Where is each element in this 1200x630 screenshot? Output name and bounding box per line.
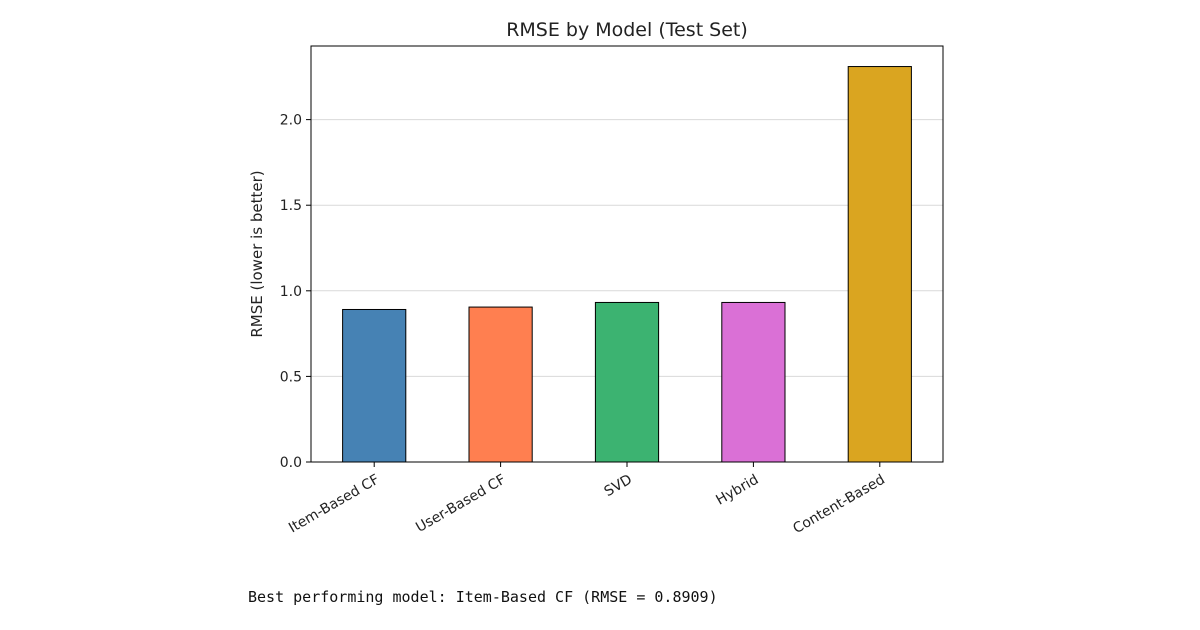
bars — [342, 66, 912, 463]
x-tick-label: Content-Based — [790, 472, 887, 537]
y-tick-label: 1.0 — [280, 284, 302, 300]
x-tick-label: Item-Based CF — [286, 472, 382, 537]
y-tick-label: 1.5 — [280, 198, 302, 214]
bar-user-based-cf — [468, 306, 533, 463]
chart-title: RMSE by Model (Test Set) — [506, 19, 748, 41]
y-tick-label: 0.5 — [280, 369, 302, 385]
y-axis-ticks: 0.0 0.5 1.0 1.5 2.0 — [280, 113, 311, 471]
x-tick-label: User-Based CF — [413, 472, 508, 536]
x-axis-ticks: Item-Based CF User-Based CF SVD Hybrid Conte… — [286, 462, 888, 537]
y-tick-label: 0.0 — [280, 455, 302, 471]
y-tick-label: 2.0 — [280, 113, 302, 129]
y-axis-label: RMSE (lower is better) — [248, 170, 266, 337]
bar-item-based-cf — [342, 308, 407, 463]
best-model-output: Best performing model: Item-Based CF (RM… — [248, 588, 718, 606]
bar-svd — [594, 301, 660, 463]
bar-hybrid — [721, 301, 786, 463]
x-tick-label: Hybrid — [713, 472, 761, 509]
x-tick-label: SVD — [602, 472, 635, 500]
bar-content-based — [847, 66, 912, 463]
